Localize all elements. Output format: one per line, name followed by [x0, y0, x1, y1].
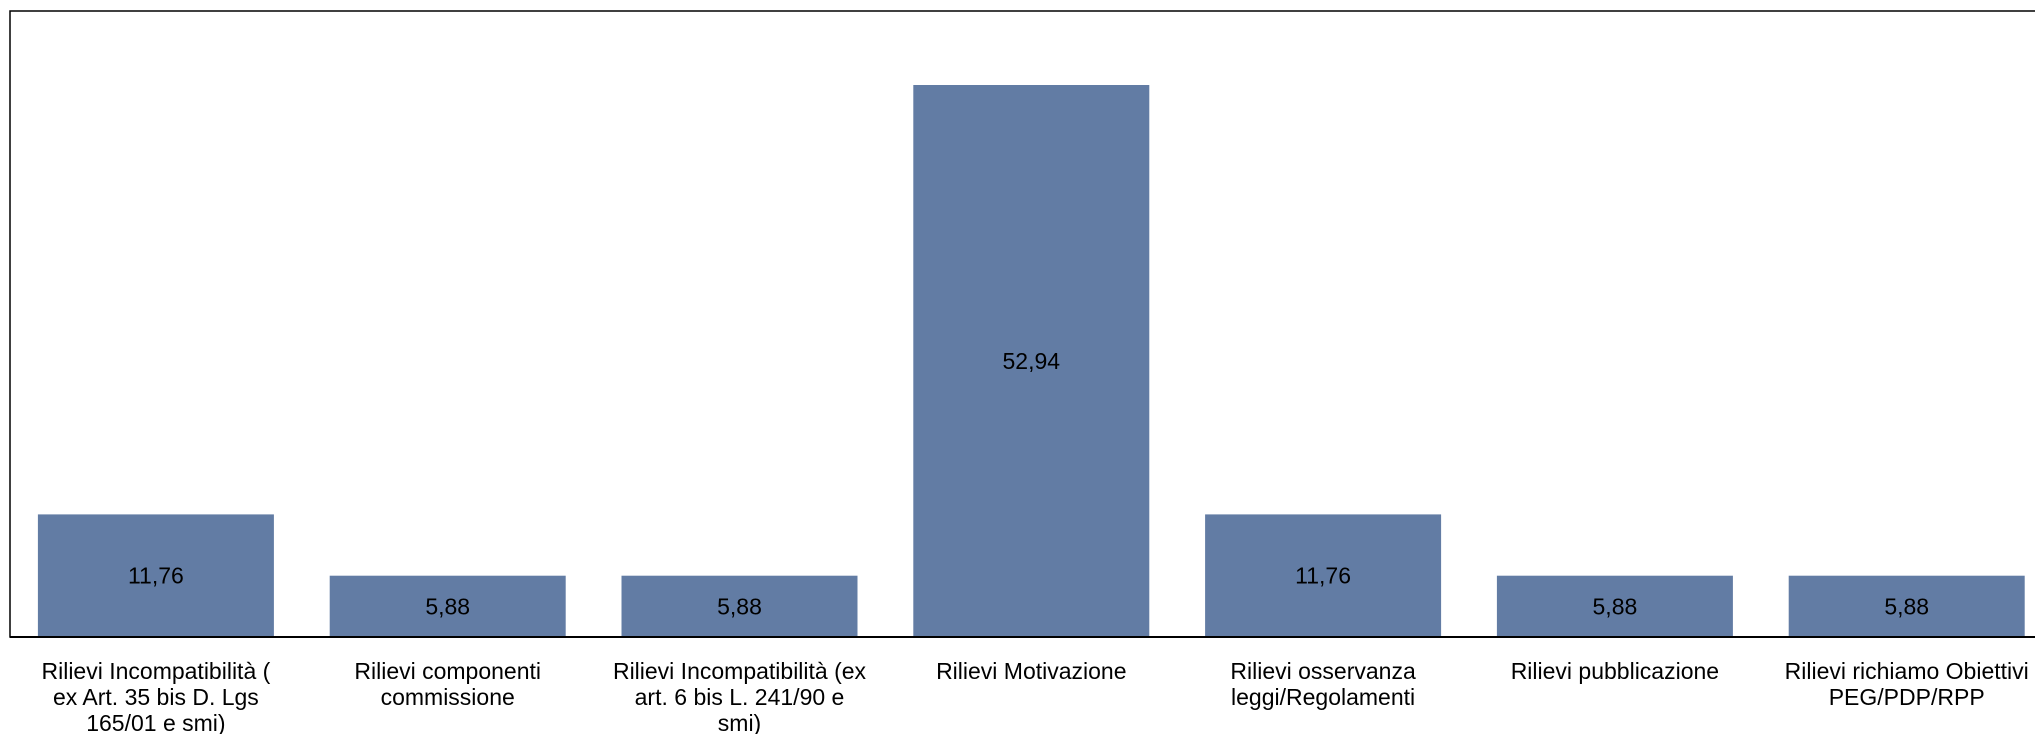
bar-value-label-5: 11,76: [1295, 563, 1351, 589]
bar-3: [621, 575, 858, 637]
bar-value-label-1: 11,76: [128, 563, 184, 589]
bar-7: [1788, 575, 2025, 637]
bar-value-label-2: 5,88: [425, 593, 470, 619]
bar-2: [329, 575, 566, 637]
category-label-5: Rilievi osservanza leggi/Regolamenti: [1230, 658, 1416, 710]
category-label-7: Rilievi richiamo Obiettivi PEG/PDP/RPP: [1785, 658, 2029, 710]
bar-value-label-3: 5,88: [717, 593, 762, 619]
bar-1: [37, 514, 274, 637]
bar-5: [1205, 514, 1442, 637]
value-labels-layer: 11,76 5,88 5,88 52,94 11,76 5,88 5,88: [128, 348, 1929, 619]
category-label-6: Rilievi pubblicazione: [1511, 658, 1719, 684]
bar-value-label-7: 5,88: [1884, 593, 1929, 619]
bar-value-label-4: 52,94: [1003, 348, 1061, 374]
category-label-2: Rilievi componenti commissione: [354, 658, 541, 710]
bar-6: [1496, 575, 1733, 637]
category-labels-layer: Rilievi Incompatibilità (ex Art. 35 bis …: [41, 658, 2029, 736]
category-label-3: Rilievi Incompatibilità (ex art. 6 bis L.…: [613, 658, 867, 734]
bar-value-label-6: 5,88: [1593, 593, 1638, 619]
bars-layer: [37, 85, 2025, 637]
category-label-1: Rilievi Incompatibilità (ex Art. 35 bis …: [41, 658, 270, 734]
category-label-4: Rilievi Motivazione: [936, 658, 1126, 684]
bar-4: [913, 85, 1150, 637]
